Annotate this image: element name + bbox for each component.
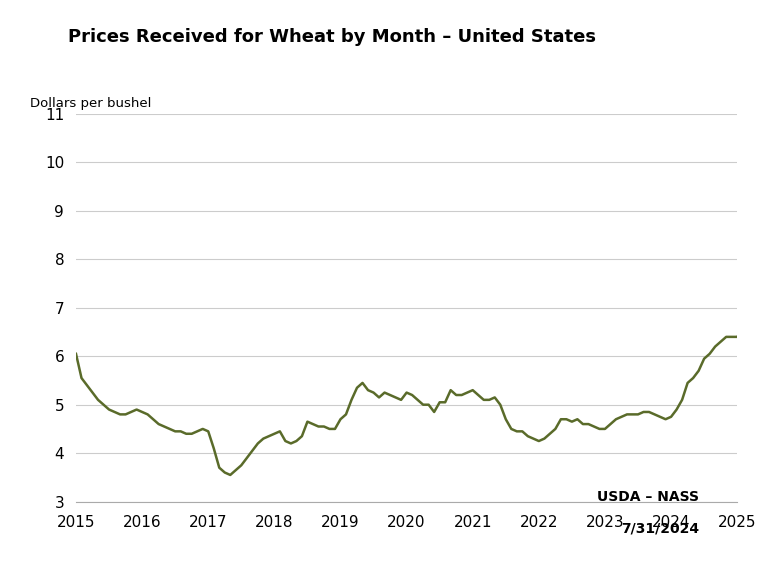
Text: USDA – NASS: USDA – NASS [597,490,699,504]
Text: 7/31/2024: 7/31/2024 [621,522,699,536]
Text: Dollars per bushel: Dollars per bushel [30,97,151,110]
Text: Prices Received for Wheat by Month – United States: Prices Received for Wheat by Month – Uni… [68,28,597,47]
